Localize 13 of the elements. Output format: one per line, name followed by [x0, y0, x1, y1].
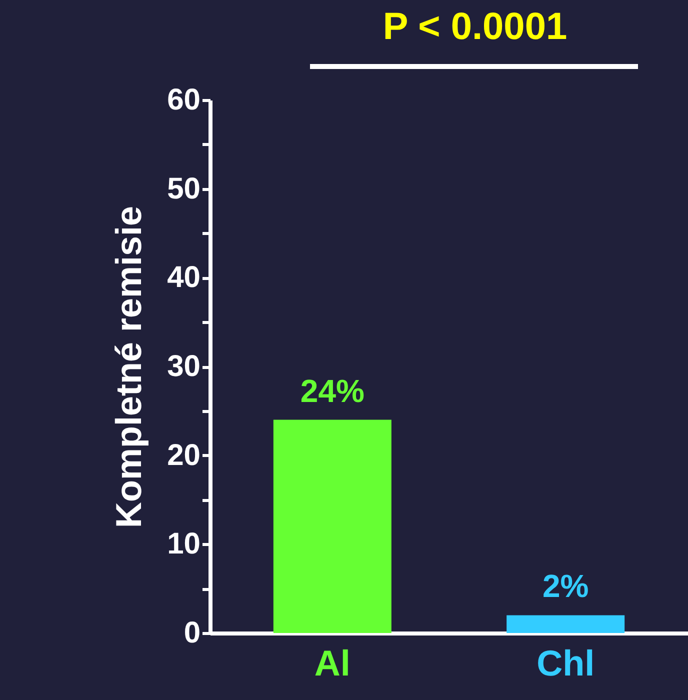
- data-label: 24%: [300, 372, 364, 409]
- y-tick-label: 30: [167, 350, 200, 383]
- y-tick-label: 10: [167, 528, 200, 561]
- y-tick-label: 50: [167, 172, 200, 206]
- data-label: 2%: [542, 568, 589, 604]
- y-tick-label: 20: [167, 438, 200, 472]
- x-tick-label: Al: [314, 642, 350, 684]
- text: P < 0.0001: [382, 6, 568, 49]
- y-tick-label: 0: [184, 616, 200, 650]
- x-tick-label: Chl: [536, 642, 595, 684]
- y-tick-label: 40: [167, 261, 200, 294]
- y-tick-label: 60: [167, 84, 200, 116]
- y-axis-title: Kompletné remisie: [108, 206, 150, 528]
